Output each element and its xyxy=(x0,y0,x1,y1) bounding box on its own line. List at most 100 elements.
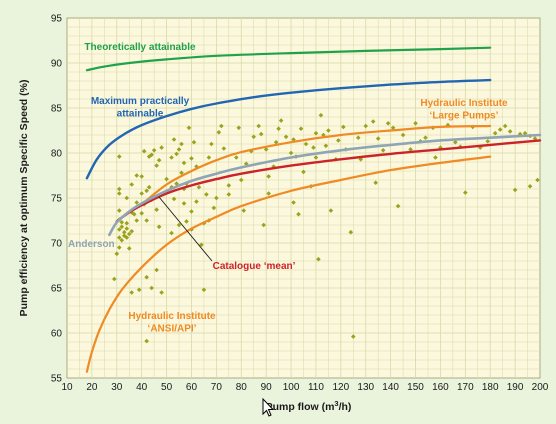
data-point xyxy=(296,211,301,217)
data-point xyxy=(134,200,140,205)
data-point xyxy=(316,256,321,262)
data-point xyxy=(181,160,187,166)
data-point xyxy=(266,174,271,179)
x-axis-title: Pump flow (m3/h) xyxy=(266,399,352,413)
data-point xyxy=(512,187,518,193)
data-point xyxy=(288,150,294,156)
data-point xyxy=(199,242,204,248)
data-point xyxy=(535,177,540,183)
y-tick-label: 75 xyxy=(51,194,63,205)
y-tick-label: 60 xyxy=(51,329,63,340)
series-line-maximum xyxy=(85,78,492,180)
data-point xyxy=(169,155,174,160)
data-point xyxy=(156,157,162,163)
data-point xyxy=(380,148,386,153)
data-point xyxy=(129,290,135,295)
x-tick-label: 140 xyxy=(382,382,399,393)
x-tick-label: 90 xyxy=(261,382,273,393)
data-point xyxy=(189,209,194,214)
data-point xyxy=(144,338,149,344)
data-point xyxy=(154,267,159,273)
data-point xyxy=(176,147,182,152)
series-line-anderson xyxy=(108,133,542,237)
data-point xyxy=(375,136,381,141)
data-point xyxy=(385,121,391,126)
data-point xyxy=(119,224,125,230)
data-point xyxy=(124,220,130,226)
data-point xyxy=(119,238,125,243)
data-point xyxy=(313,130,319,136)
data-point xyxy=(131,211,137,217)
data-point xyxy=(124,235,130,240)
data-point xyxy=(129,229,135,234)
data-point xyxy=(196,184,202,190)
data-point xyxy=(146,154,152,159)
data-point xyxy=(179,170,184,176)
x-tick-label: 170 xyxy=(457,382,474,393)
data-point xyxy=(266,191,271,196)
data-point xyxy=(273,139,279,145)
data-point xyxy=(201,287,207,293)
data-point xyxy=(355,135,361,140)
data-point xyxy=(116,245,122,250)
x-tick-label: 30 xyxy=(111,382,123,393)
data-point xyxy=(485,139,491,144)
data-point xyxy=(139,211,144,216)
data-point xyxy=(221,146,227,151)
series-label-maximum: Maximum practically attainable xyxy=(91,96,190,120)
data-point xyxy=(129,182,135,187)
data-point xyxy=(136,287,142,293)
data-point xyxy=(139,191,144,196)
data-point xyxy=(233,155,239,160)
series-label-theoretical: Theoretically attainable xyxy=(84,42,196,53)
x-tick-label: 120 xyxy=(332,382,349,393)
data-point xyxy=(517,131,523,137)
x-tick-label: 190 xyxy=(507,382,524,393)
data-point xyxy=(226,192,232,197)
x-tick-label: 180 xyxy=(482,382,499,393)
series-label-hi_ansi: Hydraulic Institute ‘ANSI/API’ xyxy=(128,311,216,335)
data-point xyxy=(328,208,334,213)
series-line-hi_large xyxy=(140,124,492,206)
x-tick-label: 130 xyxy=(357,382,374,393)
data-point xyxy=(258,131,264,137)
data-point xyxy=(124,195,130,201)
data-point xyxy=(204,192,209,197)
x-tick-label: 160 xyxy=(432,382,449,393)
data-point xyxy=(219,123,224,129)
data-point xyxy=(341,124,346,130)
data-point xyxy=(358,157,364,162)
y-tick-label: 90 xyxy=(51,59,63,70)
data-point xyxy=(154,207,159,212)
data-point xyxy=(238,177,244,183)
data-point xyxy=(283,134,289,140)
data-point xyxy=(251,134,257,140)
data-point xyxy=(243,161,249,167)
series-label-anderson: Anderson xyxy=(68,239,115,250)
data-point xyxy=(323,143,329,149)
data-point xyxy=(116,154,122,159)
x-tick-label: 40 xyxy=(136,382,148,393)
x-tick-label: 80 xyxy=(236,382,248,393)
data-point xyxy=(278,118,284,123)
data-point xyxy=(169,230,174,236)
data-point xyxy=(206,155,212,160)
y-tick-label: 55 xyxy=(51,374,63,385)
data-point xyxy=(326,128,331,133)
data-point xyxy=(463,190,468,195)
data-point xyxy=(348,229,354,235)
data-point xyxy=(395,203,401,209)
data-point xyxy=(176,222,182,228)
data-point xyxy=(209,141,214,147)
data-point xyxy=(156,224,162,230)
x-tick-label: 20 xyxy=(86,382,98,393)
data-point xyxy=(151,148,157,153)
data-point xyxy=(350,334,356,339)
data-point xyxy=(164,176,169,182)
data-point xyxy=(181,201,187,206)
data-point xyxy=(336,138,341,143)
x-tick-label: 110 xyxy=(308,382,324,393)
data-point xyxy=(116,208,122,213)
mouse-cursor-icon xyxy=(262,397,275,417)
